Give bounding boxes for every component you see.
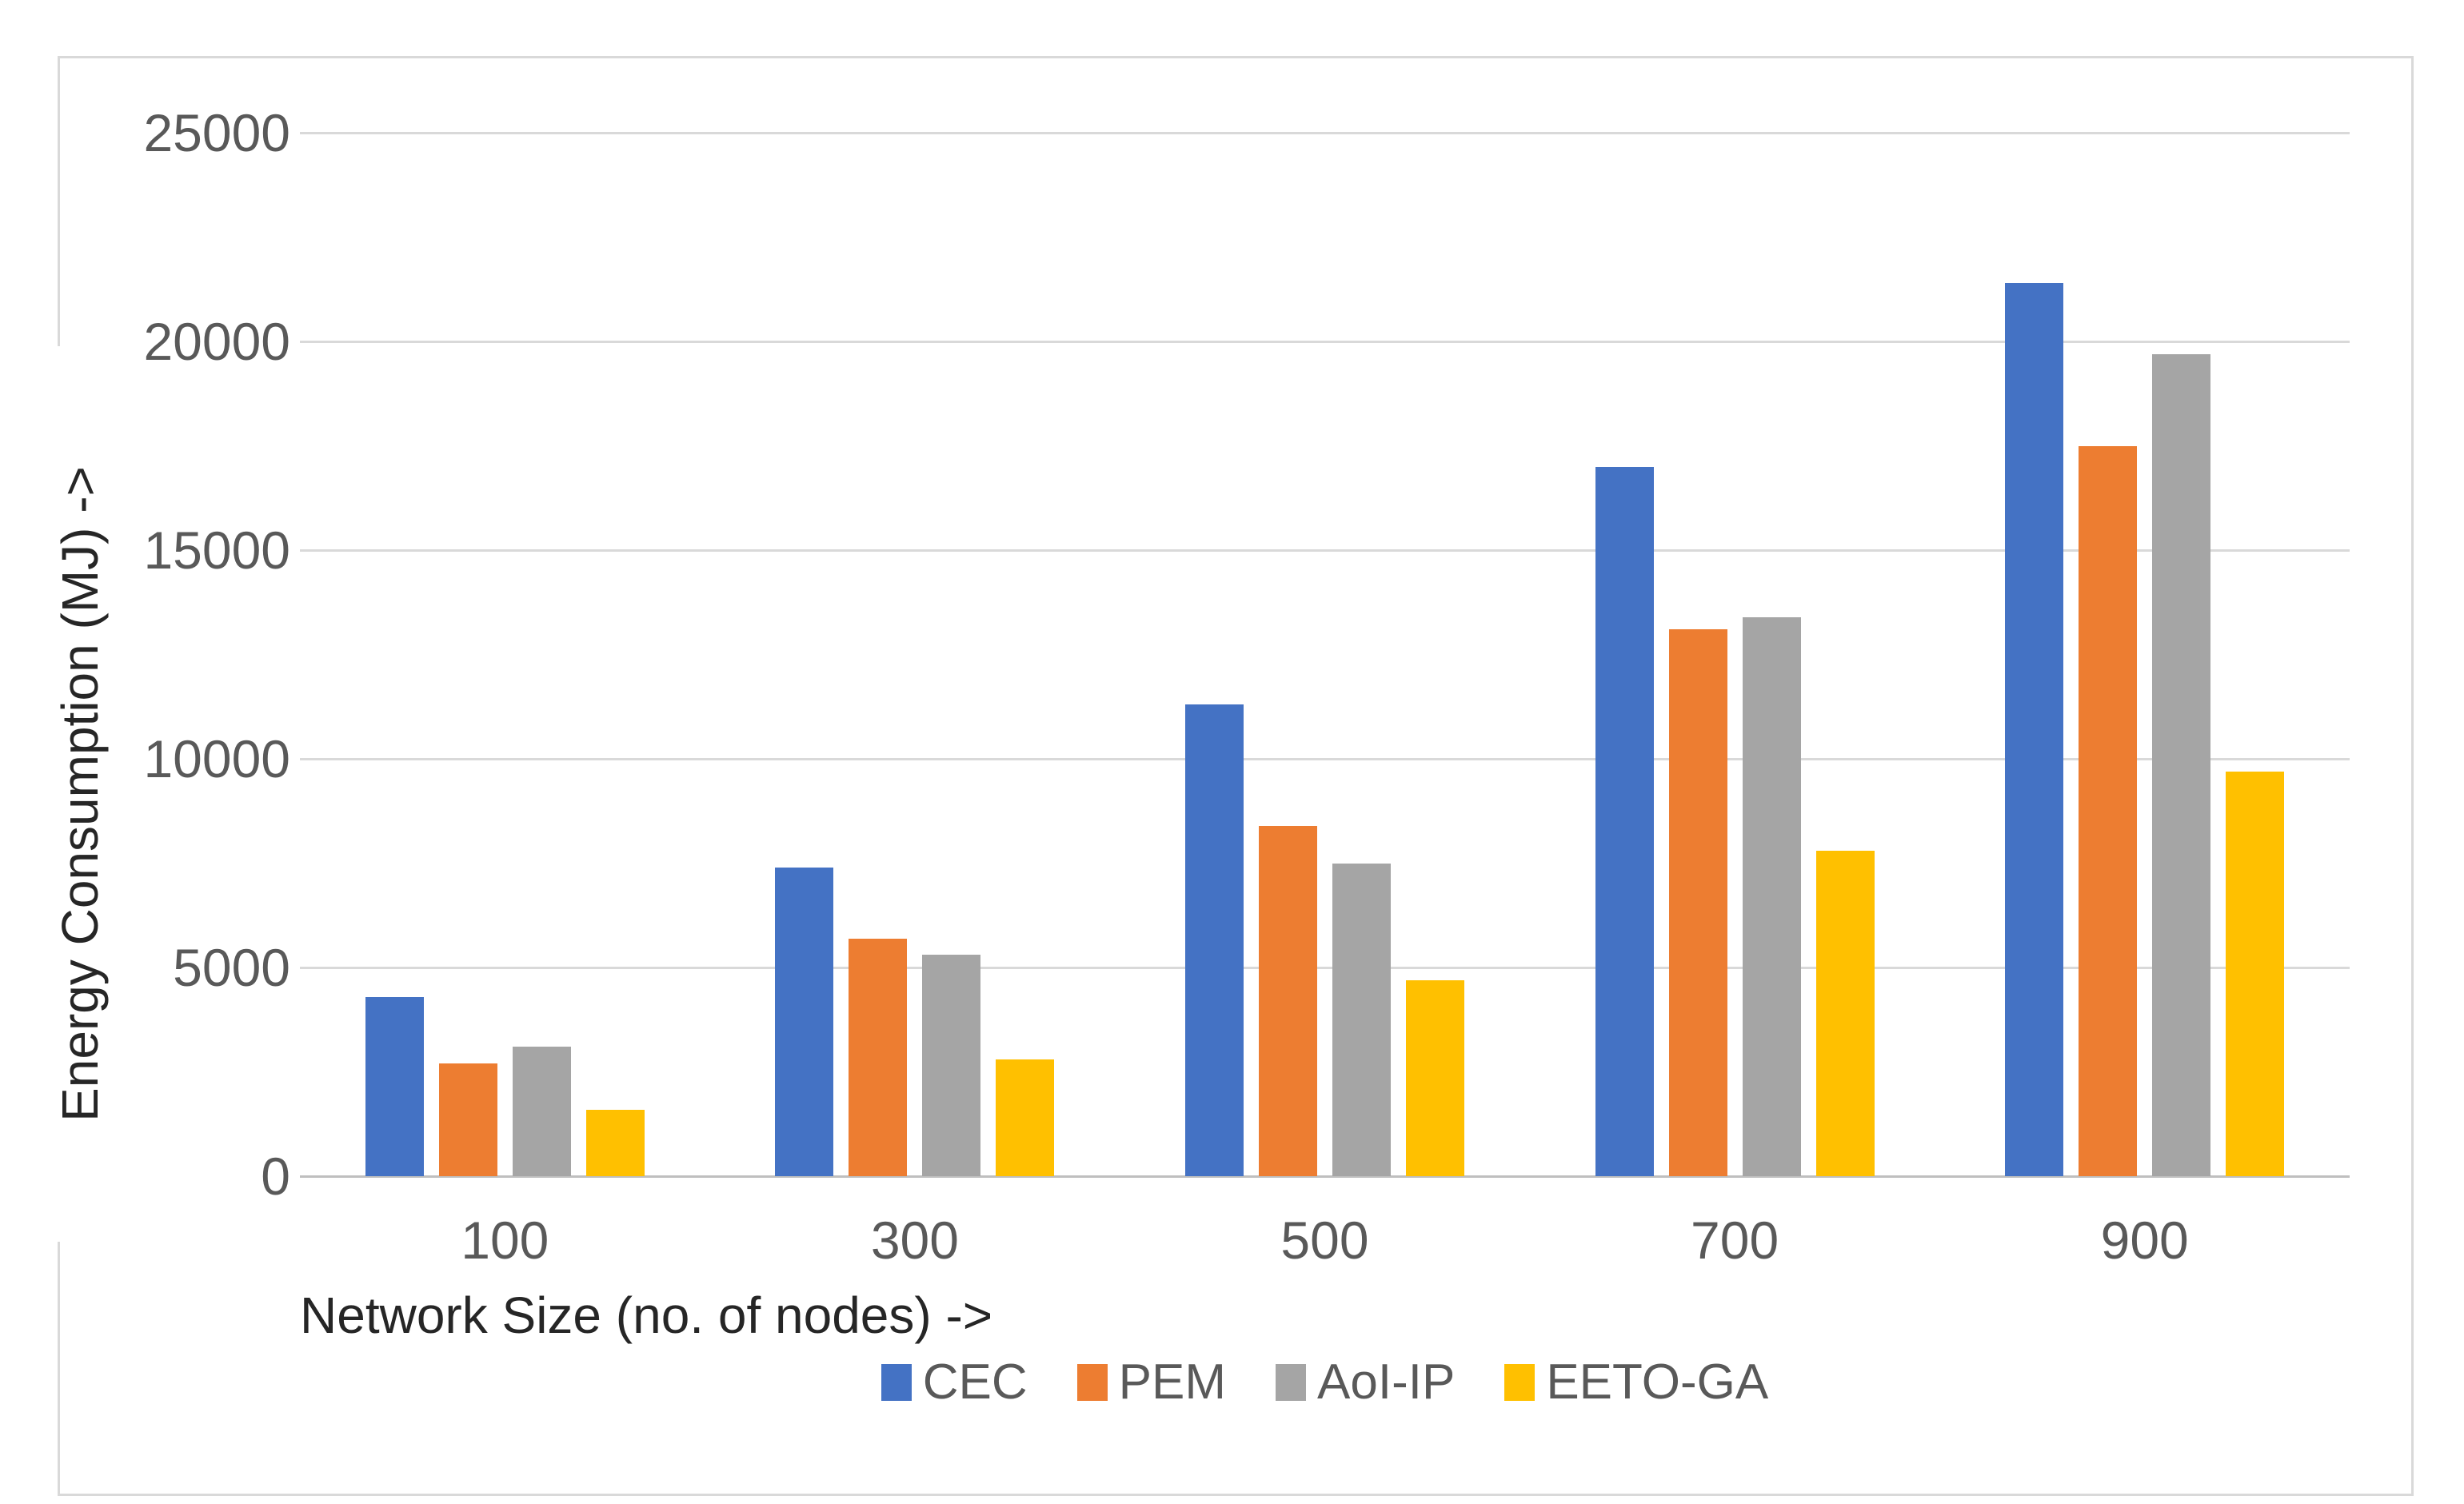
y-tick-label: 20000 (143, 312, 290, 371)
gridline (300, 966, 2350, 969)
legend-label: CEC (922, 1354, 1028, 1410)
bar-AoI-IP-900 (2152, 353, 2211, 1176)
bar-PEM-300 (849, 938, 908, 1176)
gridline (300, 131, 2350, 134)
legend-label: PEM (1118, 1354, 1227, 1410)
legend-swatch-icon (881, 1364, 912, 1401)
bar-EETO-GA-300 (996, 1059, 1055, 1176)
x-axis-line (300, 1175, 2350, 1178)
bar-CEC-100 (365, 996, 424, 1176)
gridline (300, 340, 2350, 343)
x-tick-label: 500 (1280, 1211, 1369, 1270)
legend-label: AoI-IP (1317, 1354, 1456, 1410)
bar-AoI-IP-100 (512, 1047, 571, 1176)
bar-AoI-IP-700 (1742, 616, 1801, 1176)
bar-EETO-GA-500 (1406, 979, 1464, 1176)
chart-frame: 0 5000 10000 15000 20000 25000 Energy Consump… (20, 56, 2414, 1496)
bar-EETO-GA-100 (585, 1109, 645, 1176)
bar-EETO-GA-900 (2226, 771, 2285, 1176)
y-tick-label: 5000 (173, 938, 290, 997)
gridline (300, 549, 2350, 552)
bar-CEC-900 (2005, 282, 2064, 1176)
y-axis-title-box: Energy Consumption (MJ) -> (20, 346, 140, 1242)
legend-swatch-icon (1076, 1364, 1108, 1401)
bar-PEM-900 (2079, 445, 2138, 1176)
legend-item-AoI-IP: AoI-IP (1276, 1358, 1455, 1407)
x-tick-label: 900 (2100, 1211, 2189, 1270)
legend-label: EETO-GA (1546, 1354, 1769, 1410)
bar-AoI-IP-300 (922, 955, 981, 1176)
legend-item-EETO-GA: EETO-GA (1504, 1358, 1768, 1407)
gridline (300, 757, 2350, 760)
bar-PEM-700 (1668, 629, 1727, 1176)
bar-PEM-500 (1259, 825, 1317, 1176)
x-tick-label: 300 (870, 1211, 959, 1270)
legend: CEC PEM AoI-IP EETO-GA (300, 1358, 2350, 1407)
x-axis-title: Network Size (no. of nodes) -> (300, 1287, 993, 1344)
bar-CEC-700 (1595, 466, 1654, 1176)
y-tick-label: 25000 (143, 103, 290, 162)
y-tick-label: 10000 (143, 729, 290, 788)
legend-swatch-icon (1504, 1364, 1536, 1401)
x-tick-label: 700 (1691, 1211, 1779, 1270)
y-tick-label: 0 (261, 1147, 290, 1206)
bar-CEC-300 (775, 867, 834, 1176)
bar-AoI-IP-500 (1332, 863, 1391, 1176)
plot-area (300, 131, 2350, 1178)
bar-CEC-500 (1185, 704, 1244, 1176)
bar-EETO-GA-700 (1815, 850, 1875, 1176)
legend-swatch-icon (1276, 1364, 1307, 1401)
y-tick-label: 15000 (143, 521, 290, 580)
y-axis-title: Energy Consumption (MJ) -> (51, 466, 109, 1122)
bar-PEM-100 (438, 1063, 497, 1176)
legend-item-CEC: CEC (881, 1358, 1028, 1407)
legend-item-PEM: PEM (1076, 1354, 1227, 1410)
x-tick-label: 100 (461, 1211, 549, 1270)
